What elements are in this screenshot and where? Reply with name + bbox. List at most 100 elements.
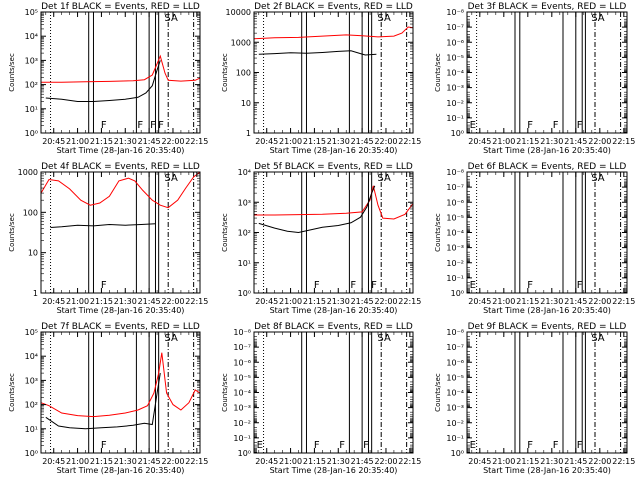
x-tick-label: 22:15 bbox=[398, 297, 421, 306]
x-tick-label: 21:45 bbox=[564, 137, 587, 146]
x-tick-label: 21:45 bbox=[564, 297, 587, 306]
x-tick-label: 22:00 bbox=[374, 297, 397, 306]
x-tick-label: 22:15 bbox=[612, 457, 635, 466]
y-tick-label: 10⁻⁸ bbox=[446, 8, 464, 17]
x-tick-label: 21:30 bbox=[114, 297, 137, 306]
y-tick-label: 10⁻³ bbox=[446, 244, 464, 253]
event-marker-label: SA bbox=[164, 173, 178, 184]
y-axis-label: Counts/sec bbox=[221, 53, 229, 92]
event-marker-label: F bbox=[101, 120, 107, 131]
plot-frame bbox=[40, 11, 201, 134]
y-tick-label: 10⁻⁶ bbox=[446, 358, 464, 367]
y-tick-label: 10⁻⁴ bbox=[446, 229, 464, 238]
y-tick-label: 100 bbox=[236, 69, 251, 78]
y-tick-label: 10⁻⁶ bbox=[446, 38, 464, 47]
chart-panel-det7f: Det 7f BLACK = Events, RED = LLD F SA 10⁰ 10… bbox=[8, 322, 208, 475]
x-tick-label: 21:15 bbox=[516, 297, 539, 306]
x-tick-label: 22:00 bbox=[588, 137, 611, 146]
event-marker-label: F bbox=[101, 280, 107, 291]
event-marker-label: F bbox=[527, 280, 533, 291]
plot-frame bbox=[466, 331, 628, 454]
event-marker-label: F bbox=[577, 440, 583, 451]
event-marker-label: SA bbox=[591, 173, 605, 184]
event-marker-label: E bbox=[470, 280, 476, 291]
x-tick-label: 22:15 bbox=[398, 457, 421, 466]
x-tick-label: 21:00 bbox=[279, 137, 302, 146]
y-axis-label: Counts/sec bbox=[8, 213, 16, 252]
y-axis-label: Counts/sec bbox=[434, 373, 442, 412]
x-tick-label: 22:15 bbox=[185, 137, 208, 146]
series-line-black-events bbox=[258, 185, 376, 234]
y-tick-label: 1000 bbox=[231, 38, 251, 47]
chart-title: Det 3f BLACK = Events, RED = LLD bbox=[468, 2, 627, 12]
series-line-black-events bbox=[45, 60, 161, 102]
event-marker-label: E bbox=[470, 120, 476, 131]
y-tick-label: 10⁴ bbox=[238, 168, 251, 177]
x-tick-label: 22:00 bbox=[588, 457, 611, 466]
x-tick-label: 20:45 bbox=[255, 297, 278, 306]
x-tick-label: 22:00 bbox=[588, 297, 611, 306]
x-tick-label: 20:45 bbox=[42, 137, 65, 146]
event-marker-label: SA bbox=[377, 173, 391, 184]
x-tick-label: 22:15 bbox=[612, 137, 635, 146]
event-marker-label: F bbox=[101, 440, 107, 451]
event-marker-label: F bbox=[553, 440, 559, 451]
y-tick-label: 10⁻⁴ bbox=[233, 389, 251, 398]
chart-panel-det9f: Det 9f BLACK = Events, RED = LLD E F F F SA 10… bbox=[434, 322, 635, 475]
y-tick-label: 10⁻⁶ bbox=[233, 358, 251, 367]
event-marker-label: F bbox=[553, 120, 559, 131]
x-tick-label: 21:30 bbox=[114, 137, 137, 146]
x-tick-label: 21:45 bbox=[138, 297, 161, 306]
event-marker-label: F bbox=[158, 120, 164, 131]
series-line-red-lld bbox=[254, 185, 414, 220]
event-marker-label: SA bbox=[164, 333, 178, 344]
x-tick-label: 21:00 bbox=[492, 297, 515, 306]
x-tick-label: 22:15 bbox=[612, 297, 635, 306]
series-line-red-lld bbox=[40, 171, 201, 209]
x-tick-label: 20:45 bbox=[255, 137, 278, 146]
x-tick-label: 21:30 bbox=[540, 137, 563, 146]
x-tick-label: 21:45 bbox=[138, 137, 161, 146]
event-marker-label: SA bbox=[591, 13, 605, 24]
x-axis-label: Start Time (28-Jan-16 20:35:40) bbox=[483, 146, 611, 155]
event-marker-label: F bbox=[371, 280, 377, 291]
chart-title: Det 7f BLACK = Events, RED = LLD bbox=[41, 322, 200, 332]
x-axis-label: Start Time (28-Jan-16 20:35:40) bbox=[57, 146, 185, 155]
chart-title: Det 5f BLACK = Events, RED = LLD bbox=[254, 162, 413, 172]
y-tick-label: 10⁻² bbox=[446, 259, 464, 268]
x-axis-label: Start Time (28-Jan-16 20:35:40) bbox=[270, 306, 398, 315]
x-axis-label: Start Time (28-Jan-16 20:35:40) bbox=[270, 146, 398, 155]
x-tick-label: 21:00 bbox=[66, 297, 89, 306]
y-tick-label: 10⁰ bbox=[25, 129, 38, 138]
y-tick-label: 10⁰ bbox=[451, 449, 464, 458]
y-tick-label: 1 bbox=[246, 129, 251, 138]
y-tick-label: 10⁻³ bbox=[446, 404, 464, 413]
y-tick-label: 10⁻³ bbox=[233, 404, 251, 413]
y-tick-label: 10⁻⁷ bbox=[233, 343, 251, 352]
series-line-red-lld bbox=[41, 54, 201, 83]
y-axis-label: Counts/sec bbox=[221, 373, 229, 412]
y-tick-label: 1000 bbox=[18, 168, 38, 177]
y-tick-label: 10⁻⁸ bbox=[446, 168, 464, 177]
x-tick-label: 21:45 bbox=[564, 457, 587, 466]
x-tick-label: 20:45 bbox=[42, 297, 65, 306]
x-tick-label: 20:45 bbox=[468, 137, 491, 146]
y-tick-label: 10² bbox=[238, 229, 251, 238]
event-marker-label: F bbox=[339, 440, 345, 451]
x-tick-label: 21:45 bbox=[351, 297, 374, 306]
y-tick-label: 1 bbox=[33, 289, 38, 298]
x-tick-label: 21:15 bbox=[516, 457, 539, 466]
y-tick-label: 10³ bbox=[25, 56, 38, 65]
x-tick-label: 21:45 bbox=[138, 457, 161, 466]
y-tick-label: 10⁴ bbox=[25, 352, 38, 361]
chart-title: Det 2f BLACK = Events, RED = LLD bbox=[254, 2, 413, 12]
y-tick-label: 10⁻² bbox=[233, 419, 251, 428]
chart-title: Det 6f BLACK = Events, RED = LLD bbox=[468, 162, 627, 172]
x-axis-label: Start Time (28-Jan-16 20:35:40) bbox=[483, 466, 611, 475]
x-tick-label: 22:00 bbox=[161, 457, 184, 466]
chart-panel-det8f: Det 8f BLACK = Events, RED = LLD E F F F SA 10… bbox=[221, 322, 421, 475]
chart-title: Det 9f BLACK = Events, RED = LLD bbox=[468, 322, 627, 332]
y-tick-label: 10⁻⁴ bbox=[446, 389, 464, 398]
y-tick-label: 10⁻⁵ bbox=[446, 373, 464, 382]
y-tick-label: 10⁻⁵ bbox=[446, 53, 464, 62]
